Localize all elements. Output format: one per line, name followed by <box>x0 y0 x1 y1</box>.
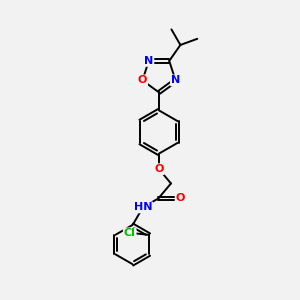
Text: Cl: Cl <box>124 228 136 238</box>
Text: N: N <box>171 75 180 85</box>
Text: N: N <box>144 56 153 66</box>
Text: O: O <box>154 164 164 174</box>
Text: O: O <box>138 75 147 85</box>
Text: O: O <box>176 194 185 203</box>
Text: HN: HN <box>134 202 152 212</box>
